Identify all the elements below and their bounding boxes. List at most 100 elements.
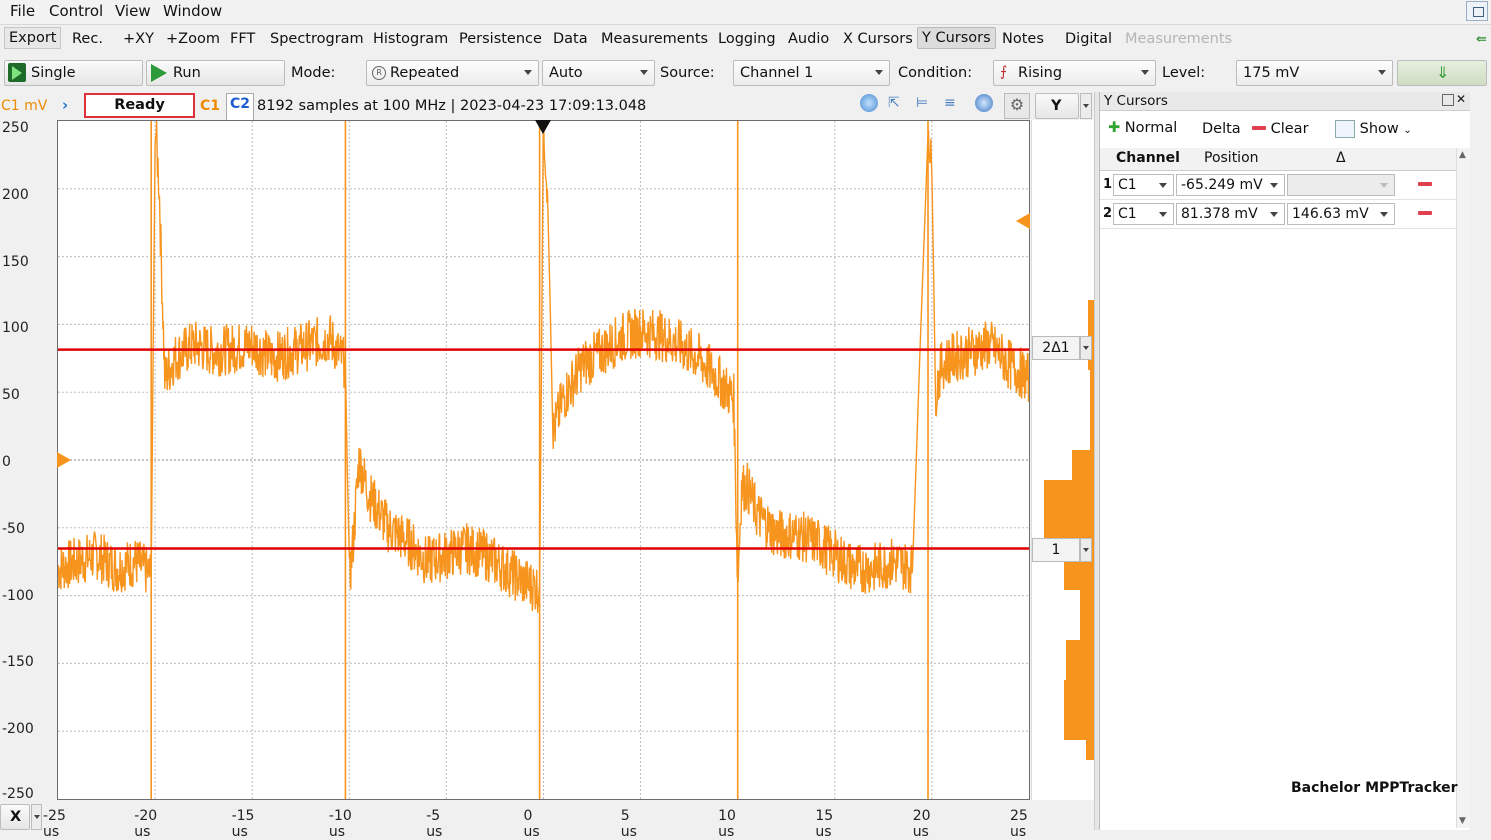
clear-button[interactable]: Clear bbox=[1252, 121, 1309, 137]
histogram-svg bbox=[1044, 300, 1094, 760]
channel-2-toggle[interactable]: C2 bbox=[226, 93, 255, 121]
show-label: Show bbox=[1359, 121, 1399, 137]
menu-file[interactable]: File bbox=[10, 2, 36, 20]
cursor-2-dropdown[interactable] bbox=[1080, 336, 1092, 360]
chevron-right-icon[interactable]: › bbox=[62, 96, 69, 114]
trigger-position-icon[interactable] bbox=[535, 120, 551, 134]
x-tick-label: -5 us bbox=[426, 808, 443, 840]
header-channel: Channel bbox=[1116, 150, 1180, 166]
x-tick-label: -15 us bbox=[231, 808, 255, 840]
run-button[interactable]: Run bbox=[146, 60, 285, 86]
level-label: Level: bbox=[1162, 65, 1206, 81]
zoom-in-icon[interactable] bbox=[860, 94, 878, 112]
single-button[interactable]: Single bbox=[4, 60, 143, 86]
close-icon[interactable]: ✕ bbox=[1456, 92, 1467, 106]
chevron-down-icon bbox=[1378, 70, 1386, 75]
row-index: 1 bbox=[1103, 177, 1113, 192]
condition-select[interactable]: ⨍ Rising bbox=[993, 60, 1156, 86]
x-axis-dropdown[interactable] bbox=[31, 804, 42, 830]
y-axis-button[interactable]: Y bbox=[1035, 93, 1079, 119]
mode-select[interactable]: R Repeated bbox=[366, 60, 539, 86]
menu-control[interactable]: Control bbox=[49, 2, 104, 20]
row-position-input[interactable]: 81.378 mV bbox=[1176, 203, 1285, 225]
menu-view[interactable]: View bbox=[115, 2, 151, 20]
gear-icon[interactable]: ⚙ bbox=[1004, 93, 1030, 119]
y-cursors-button[interactable]: Y Cursors bbox=[917, 27, 996, 49]
row-channel-select[interactable]: C1 bbox=[1113, 203, 1174, 225]
panel-arrow-icon[interactable]: ⇚ bbox=[1476, 32, 1487, 47]
x-axis-button[interactable]: X bbox=[0, 804, 30, 830]
histogram-bar bbox=[1072, 450, 1094, 480]
zoom-button[interactable]: +Zoom bbox=[166, 31, 220, 47]
x-tick-label: 10 us bbox=[718, 808, 736, 840]
list-icon bbox=[1335, 120, 1355, 138]
chevron-down-icon bbox=[524, 70, 532, 75]
cursor-2-tag[interactable]: 2Δ1 bbox=[1032, 336, 1080, 360]
source-select[interactable]: Channel 1 bbox=[733, 60, 890, 86]
remove-cursor-icon[interactable] bbox=[1418, 211, 1432, 215]
measurements-button[interactable]: Measurements bbox=[601, 31, 709, 47]
histogram-bar bbox=[1090, 370, 1094, 450]
delta-button[interactable]: Delta bbox=[1202, 121, 1241, 137]
rec-button[interactable]: Rec. bbox=[72, 31, 103, 47]
level-apply-button[interactable]: ⇓ bbox=[1397, 60, 1487, 86]
zoom-reset-icon[interactable] bbox=[975, 94, 993, 112]
y-tick-label: -100 bbox=[2, 587, 34, 604]
x-tick-label: -20 us bbox=[134, 808, 158, 840]
single-icon bbox=[8, 63, 26, 82]
chevron-down-icon bbox=[1159, 212, 1167, 217]
cursor-1-tag-label: 1 bbox=[1051, 542, 1061, 558]
run-label: Run bbox=[173, 65, 201, 81]
normal-button[interactable]: ✚ Normal bbox=[1108, 120, 1177, 136]
histogram-button[interactable]: Histogram bbox=[373, 31, 449, 47]
data-button[interactable]: Data bbox=[553, 31, 588, 47]
notes-button[interactable]: Notes bbox=[1002, 31, 1044, 47]
zero-marker-icon[interactable] bbox=[57, 452, 71, 468]
splitter[interactable] bbox=[1094, 92, 1100, 830]
zoom-x-icon[interactable]: ⇱ bbox=[888, 95, 900, 111]
histogram-bar bbox=[1066, 640, 1094, 680]
table-row: 2 C1 81.378 mV 146.63 mV bbox=[1100, 200, 1456, 229]
histogram-bar bbox=[1088, 300, 1094, 370]
export-button[interactable]: Export bbox=[4, 27, 62, 49]
spectrogram-button[interactable]: Spectrogram bbox=[270, 31, 364, 47]
level-input[interactable]: 175 mV bbox=[1236, 60, 1393, 86]
source-label: Source: bbox=[660, 65, 715, 81]
scope-plot[interactable] bbox=[57, 120, 1030, 800]
y-axis-dropdown[interactable] bbox=[1080, 93, 1092, 119]
info-bar: C1 mV › Ready C1 C2 8192 samples at 100 … bbox=[0, 92, 1095, 121]
logging-button[interactable]: Logging bbox=[718, 31, 776, 47]
audio-button[interactable]: Audio bbox=[788, 31, 830, 47]
fft-button[interactable]: FFT bbox=[230, 31, 256, 47]
show-button[interactable]: Show ⌄ bbox=[1335, 120, 1412, 138]
float-icon[interactable] bbox=[1442, 94, 1454, 106]
waveform-svg bbox=[58, 121, 1029, 799]
cursor-1-tag[interactable]: 1 bbox=[1032, 538, 1080, 562]
menu-window[interactable]: Window bbox=[163, 2, 223, 20]
panel-scrollbar[interactable]: ▲ ▼ bbox=[1456, 148, 1470, 828]
digital-button[interactable]: Digital bbox=[1065, 31, 1113, 47]
row-position-input[interactable]: -65.249 mV bbox=[1176, 174, 1285, 196]
persistence-button[interactable]: Persistence bbox=[459, 31, 542, 47]
normal-label: Normal bbox=[1124, 120, 1178, 136]
header-delta: Δ bbox=[1336, 150, 1346, 166]
cursor-1-dropdown[interactable] bbox=[1080, 538, 1092, 562]
clear-label: Clear bbox=[1270, 121, 1309, 137]
channel-1-toggle[interactable]: C1 bbox=[200, 98, 221, 114]
x-cursors-button[interactable]: X Cursors bbox=[843, 31, 913, 47]
chevron-down-icon bbox=[1380, 212, 1388, 217]
row-index: 2 bbox=[1103, 206, 1113, 221]
x-tick-label: 20 us bbox=[912, 808, 931, 840]
fit-x-icon[interactable]: ⊨ bbox=[916, 95, 929, 111]
trigger-mode-select[interactable]: Auto bbox=[542, 60, 655, 86]
x-tick-label: -10 us bbox=[328, 808, 352, 840]
y-tick-label: -250 bbox=[2, 786, 34, 802]
xy-button[interactable]: +XY bbox=[123, 31, 154, 47]
row-channel-select[interactable]: C1 bbox=[1113, 174, 1174, 196]
x-axis-label: X bbox=[10, 809, 22, 825]
fit-y-icon[interactable]: ≡ bbox=[944, 95, 956, 111]
trigger-level-icon[interactable] bbox=[1016, 213, 1030, 229]
remove-cursor-icon[interactable] bbox=[1418, 182, 1432, 186]
app-footer-label: Bachelor MPPTracker bbox=[1291, 780, 1458, 796]
window-restore-icon[interactable] bbox=[1466, 1, 1488, 21]
